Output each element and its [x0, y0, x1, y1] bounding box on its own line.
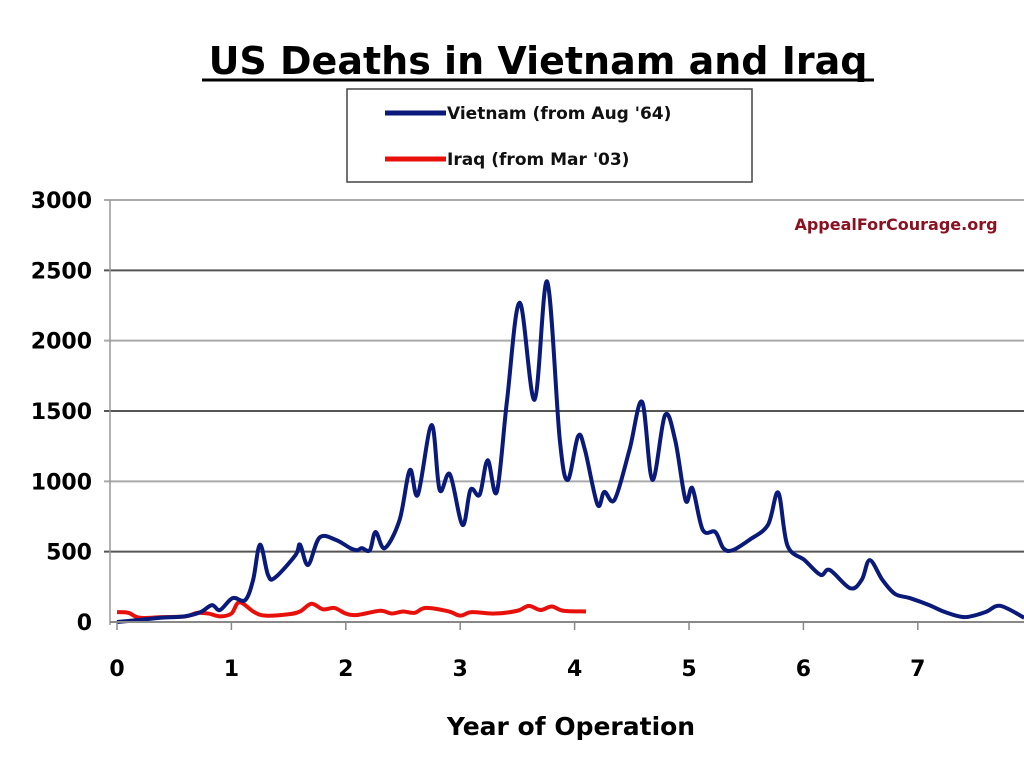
y-tick-labels: 0 500 1000 1500 2000 2500 3000: [31, 189, 92, 636]
x-tick-label: 3: [453, 657, 468, 682]
y-tick-label: 3000: [31, 189, 92, 214]
x-tick-label: 7: [910, 657, 925, 682]
x-tick-label: 1: [224, 657, 239, 682]
x-tick-label: 0: [109, 657, 124, 682]
y-tick-label: 1000: [31, 470, 92, 495]
legend-box: [346, 88, 753, 183]
legend-label-iraq: Iraq (from Mar '03): [447, 150, 629, 170]
x-tick-labels: 0 1 2 3 4 5 6 7: [109, 622, 925, 682]
series-lines: [116, 279, 1024, 624]
x-axis-label: Year of Operation: [446, 712, 695, 741]
x-tick-label: 2: [338, 657, 353, 682]
series-line-vietnam: [116, 279, 1024, 624]
legend-label-vietnam: Vietnam (from Aug '64): [447, 104, 671, 124]
y-tick-label: 1500: [31, 400, 92, 425]
legend: Vietnam (from Aug '64) Iraq (from Mar '0…: [346, 88, 753, 183]
y-tick-label: 2500: [31, 259, 92, 284]
gridlines: [104, 199, 1024, 553]
x-tick-label: 5: [681, 657, 696, 682]
chart-title: US Deaths in Vietnam and Iraq: [209, 39, 868, 83]
watermark: AppealForCourage.org: [794, 215, 997, 234]
y-tick-label: 500: [46, 541, 92, 566]
x-tick-label: 6: [796, 657, 811, 682]
y-tick-label: 0: [77, 611, 92, 636]
y-tick-label: 2000: [31, 330, 92, 355]
x-tick-label: 4: [567, 657, 582, 682]
